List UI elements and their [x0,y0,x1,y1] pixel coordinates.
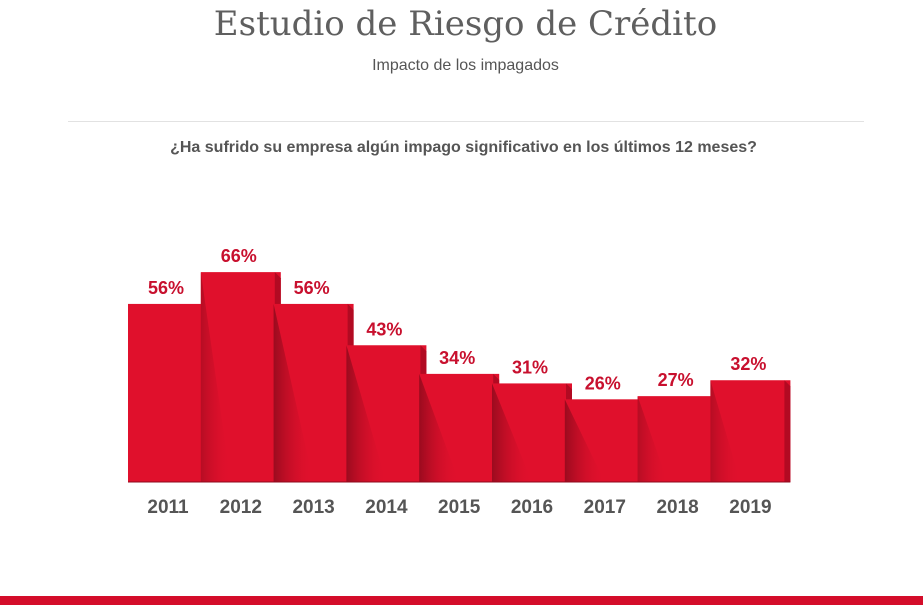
bar-shadow [419,373,460,482]
value-labels-layer: 56% 66% 56% 43% 34% 31% 26% 27% 32% [148,246,766,393]
x-tick-label-2016: 2016 [511,497,553,518]
value-label-2017: 26% [585,373,621,393]
bar-2011 [128,303,208,482]
value-label-2016: 31% [512,357,548,377]
bar-2014 [346,345,427,482]
x-tick-label-2018: 2018 [656,497,698,518]
bar-shadow [492,383,532,482]
x-tick-label-2014: 2014 [365,497,408,518]
chart-title: ¿Ha sufrido su empresa algún impago sign… [170,139,757,156]
value-label-2013: 56% [294,278,330,298]
page-title: Estudio de Riesgo de Crédito [213,4,718,44]
bars-layer [128,272,791,483]
x-tick-label-2012: 2012 [220,497,262,518]
bar-2016 [492,383,572,482]
page-subtitle: Impacto de los impagados [372,57,559,74]
bar-face [128,303,208,482]
bar-shadow [346,345,387,482]
value-label-2015: 34% [439,348,475,368]
bar-shadow [637,396,668,482]
bar-shadow [564,399,605,482]
bar-2017 [564,399,645,482]
bar-2013 [273,303,354,482]
header-divider [68,121,864,122]
value-label-2018: 27% [658,370,694,390]
x-tick-label-2013: 2013 [292,497,334,518]
bar-shadow [200,272,231,482]
bar-2012 [200,272,281,482]
bar-side [784,380,791,482]
value-label-2019: 32% [730,354,766,374]
x-tick-label-2011: 2011 [147,497,189,518]
x-tick-label-2015: 2015 [438,497,481,518]
x-axis-tick-labels: 2011 2012 2013 2014 2015 2016 2017 2018 2019 [147,497,771,518]
x-tick-label-2017: 2017 [584,497,626,518]
bar-shadow [273,303,314,482]
x-tick-label-2019: 2019 [729,497,771,518]
bar-2015 [419,373,500,482]
bar-shadow [710,380,741,482]
footer-bar [0,596,923,605]
bar-2019 [710,380,791,482]
value-label-2012: 66% [221,246,257,266]
value-label-2011: 56% [148,278,184,298]
bar-2018 [637,396,718,482]
value-label-2014: 43% [366,319,402,339]
